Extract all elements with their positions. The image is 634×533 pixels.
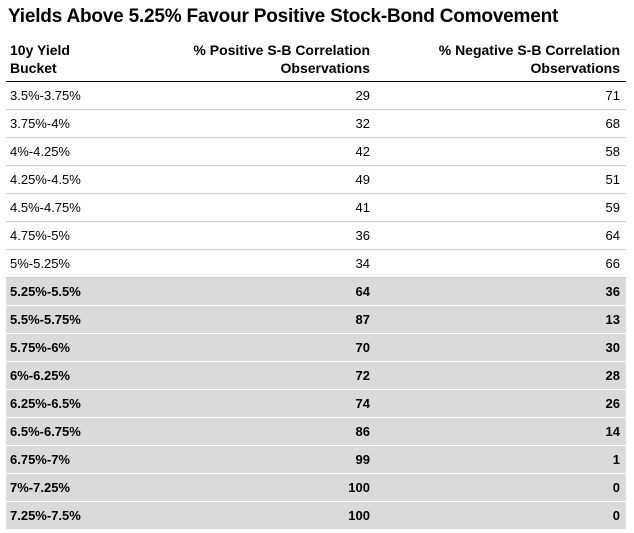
cell-negative-pct: 64 xyxy=(376,221,626,250)
cell-yield-bucket: 5.25%-5.5% xyxy=(6,277,166,306)
cell-positive-pct: 70 xyxy=(166,333,376,362)
table-row: 4.25%-4.5% 49 51 xyxy=(6,165,626,194)
cell-yield-bucket: 4.5%-4.75% xyxy=(6,193,166,222)
data-table: 10y Yield Bucket % Positive S-B Correlati… xyxy=(6,39,626,530)
table-row: 4%-4.25% 42 58 xyxy=(6,137,626,166)
cell-yield-bucket: 7%-7.25% xyxy=(6,473,166,502)
cell-positive-pct: 72 xyxy=(166,361,376,390)
cell-negative-pct: 0 xyxy=(376,473,626,502)
cell-yield-bucket: 3.5%-3.75% xyxy=(6,81,166,110)
cell-negative-pct: 59 xyxy=(376,193,626,222)
cell-positive-pct: 41 xyxy=(166,193,376,222)
cell-negative-pct: 28 xyxy=(376,361,626,390)
column-header-negative: % Negative S-B Correlation Observations xyxy=(376,39,626,82)
cell-positive-pct: 100 xyxy=(166,473,376,502)
cell-positive-pct: 100 xyxy=(166,501,376,530)
table-row: 4.5%-4.75% 41 59 xyxy=(6,193,626,222)
cell-positive-pct: 32 xyxy=(166,109,376,138)
table-row: 6.25%-6.5% 74 26 xyxy=(6,389,626,418)
cell-positive-pct: 29 xyxy=(166,81,376,110)
cell-positive-pct: 36 xyxy=(166,221,376,250)
table-body: 3.5%-3.75% 29 71 3.75%-4% 32 68 4%-4.25% 42 58 4.… xyxy=(6,81,626,530)
cell-yield-bucket: 6.25%-6.5% xyxy=(6,389,166,418)
cell-positive-pct: 42 xyxy=(166,137,376,166)
column-header-bucket: 10y Yield Bucket xyxy=(6,39,166,82)
cell-yield-bucket: 5.75%-6% xyxy=(6,333,166,362)
cell-yield-bucket: 6%-6.25% xyxy=(6,361,166,390)
cell-negative-pct: 36 xyxy=(376,277,626,306)
table-row: 3.5%-3.75% 29 71 xyxy=(6,81,626,110)
cell-positive-pct: 99 xyxy=(166,445,376,474)
cell-yield-bucket: 5.5%-5.75% xyxy=(6,305,166,334)
cell-negative-pct: 51 xyxy=(376,165,626,194)
cell-positive-pct: 49 xyxy=(166,165,376,194)
table-row: 7.25%-7.5% 100 0 xyxy=(6,501,626,530)
cell-positive-pct: 87 xyxy=(166,305,376,334)
cell-negative-pct: 30 xyxy=(376,333,626,362)
cell-negative-pct: 1 xyxy=(376,445,626,474)
cell-yield-bucket: 4.75%-5% xyxy=(6,221,166,250)
cell-negative-pct: 68 xyxy=(376,109,626,138)
cell-yield-bucket: 6.75%-7% xyxy=(6,445,166,474)
table-row: 5%-5.25% 34 66 xyxy=(6,249,626,278)
cell-negative-pct: 0 xyxy=(376,501,626,530)
cell-yield-bucket: 7.25%-7.5% xyxy=(6,501,166,530)
table-row: 6.5%-6.75% 86 14 xyxy=(6,417,626,446)
cell-negative-pct: 13 xyxy=(376,305,626,334)
cell-yield-bucket: 4%-4.25% xyxy=(6,137,166,166)
cell-yield-bucket: 4.25%-4.5% xyxy=(6,165,166,194)
cell-yield-bucket: 6.5%-6.75% xyxy=(6,417,166,446)
cell-yield-bucket: 3.75%-4% xyxy=(6,109,166,138)
cell-negative-pct: 26 xyxy=(376,389,626,418)
cell-yield-bucket: 5%-5.25% xyxy=(6,249,166,278)
header-row: 10y Yield Bucket % Positive S-B Correlati… xyxy=(6,39,626,82)
cell-negative-pct: 71 xyxy=(376,81,626,110)
table-row: 5.5%-5.75% 87 13 xyxy=(6,305,626,334)
cell-positive-pct: 74 xyxy=(166,389,376,418)
cell-negative-pct: 14 xyxy=(376,417,626,446)
table-row: 7%-7.25% 100 0 xyxy=(6,473,626,502)
chart-title: Yields Above 5.25% Favour Positive Stock… xyxy=(8,6,559,27)
table-row: 6.75%-7% 99 1 xyxy=(6,445,626,474)
column-header-positive: % Positive S-B Correlation Observations xyxy=(166,39,376,82)
cell-negative-pct: 66 xyxy=(376,249,626,278)
cell-positive-pct: 64 xyxy=(166,277,376,306)
table-row: 3.75%-4% 32 68 xyxy=(6,109,626,138)
cell-positive-pct: 34 xyxy=(166,249,376,278)
table-row: 4.75%-5% 36 64 xyxy=(6,221,626,250)
table-row: 5.75%-6% 70 30 xyxy=(6,333,626,362)
table-row: 6%-6.25% 72 28 xyxy=(6,361,626,390)
cell-positive-pct: 86 xyxy=(166,417,376,446)
cell-negative-pct: 58 xyxy=(376,137,626,166)
table-row: 5.25%-5.5% 64 36 xyxy=(6,277,626,306)
